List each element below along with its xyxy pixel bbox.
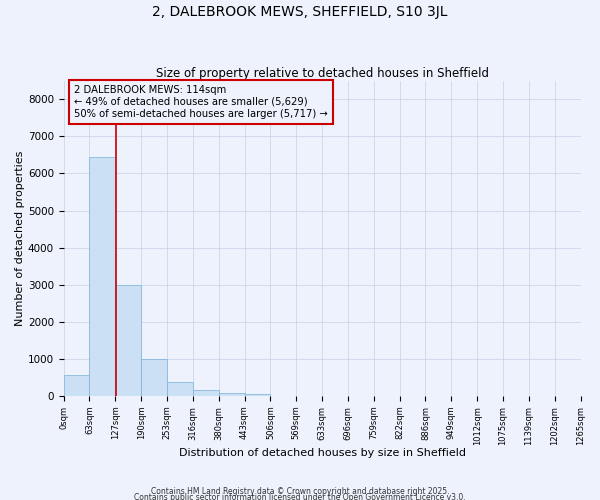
Y-axis label: Number of detached properties: Number of detached properties: [15, 150, 25, 326]
X-axis label: Distribution of detached houses by size in Sheffield: Distribution of detached houses by size …: [179, 448, 466, 458]
Title: Size of property relative to detached houses in Sheffield: Size of property relative to detached ho…: [155, 66, 488, 80]
Bar: [89, 156, 115, 396]
Bar: [193, 390, 218, 396]
Bar: [167, 382, 193, 396]
Bar: [115, 284, 141, 396]
Bar: [218, 392, 245, 396]
Bar: [245, 394, 271, 396]
Text: Contains HM Land Registry data © Crown copyright and database right 2025.: Contains HM Land Registry data © Crown c…: [151, 487, 449, 496]
Bar: [141, 359, 167, 396]
Text: 2, DALEBROOK MEWS, SHEFFIELD, S10 3JL: 2, DALEBROOK MEWS, SHEFFIELD, S10 3JL: [152, 5, 448, 19]
Text: Contains public sector information licensed under the Open Government Licence v3: Contains public sector information licen…: [134, 492, 466, 500]
Text: 2 DALEBROOK MEWS: 114sqm
← 49% of detached houses are smaller (5,629)
50% of sem: 2 DALEBROOK MEWS: 114sqm ← 49% of detach…: [74, 86, 328, 118]
Bar: [64, 375, 89, 396]
